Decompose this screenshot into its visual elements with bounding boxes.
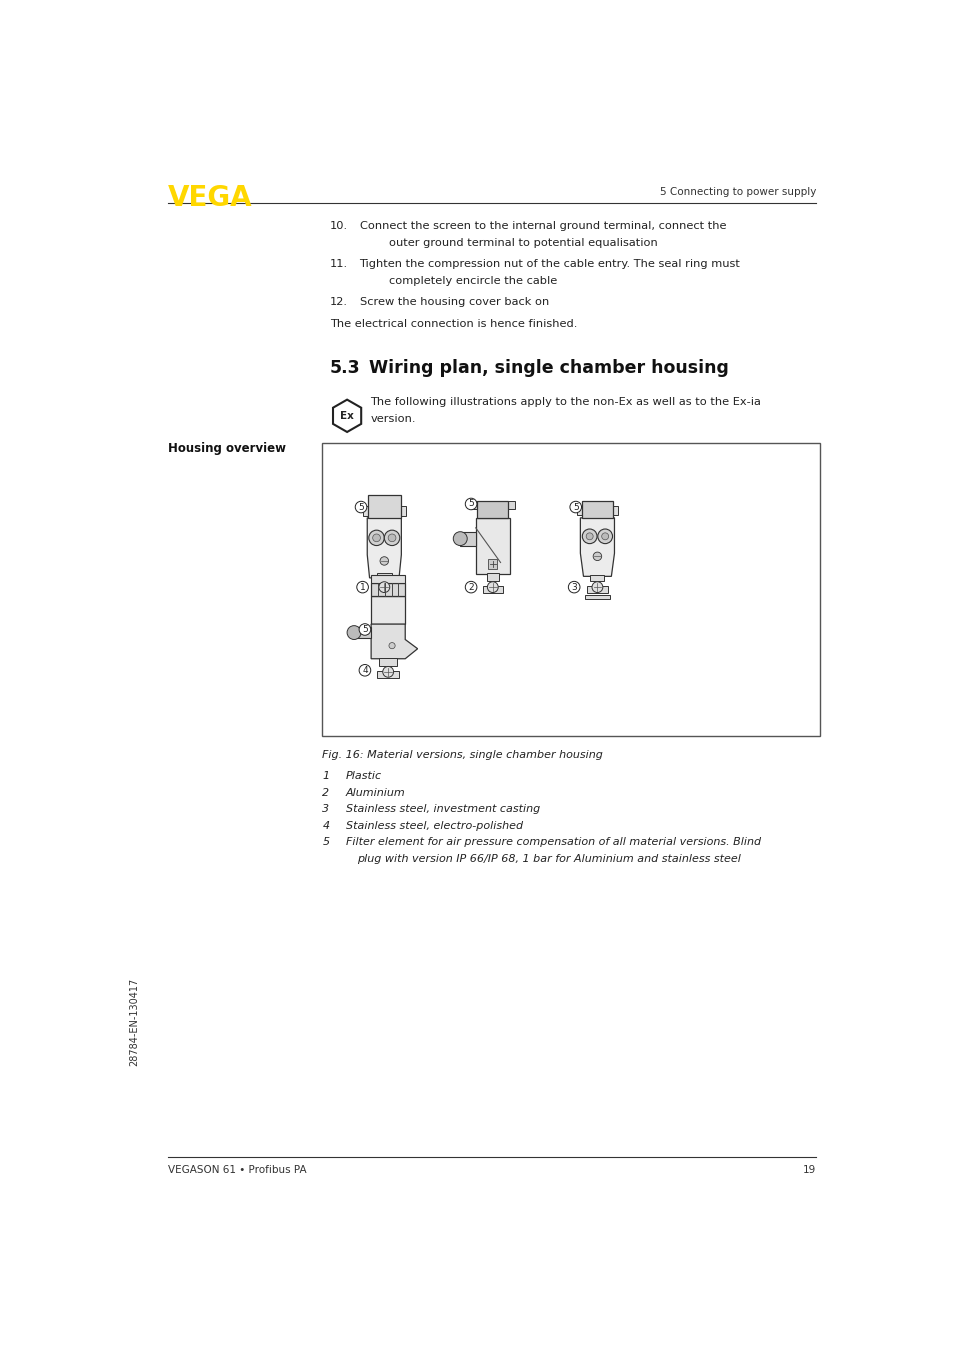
Text: 1: 1 — [359, 582, 365, 592]
Circle shape — [592, 582, 602, 593]
Text: 1: 1 — [322, 772, 329, 781]
Text: Stainless steel, electro-polished: Stainless steel, electro-polished — [345, 821, 522, 831]
Text: Plastic: Plastic — [345, 772, 381, 781]
FancyBboxPatch shape — [590, 575, 604, 581]
Polygon shape — [371, 624, 417, 659]
FancyBboxPatch shape — [400, 505, 406, 516]
Text: The electrical connection is hence finished.: The electrical connection is hence finis… — [330, 318, 577, 329]
FancyBboxPatch shape — [576, 505, 581, 515]
Text: Fig. 16: Material versions, single chamber housing: Fig. 16: Material versions, single chamb… — [322, 750, 602, 760]
FancyBboxPatch shape — [482, 586, 502, 593]
Text: 19: 19 — [801, 1164, 815, 1175]
Text: 5: 5 — [322, 837, 329, 848]
Text: 11.: 11. — [330, 259, 348, 269]
Text: Stainless steel, investment casting: Stainless steel, investment casting — [345, 804, 539, 814]
FancyBboxPatch shape — [486, 573, 498, 581]
Text: version.: version. — [370, 414, 416, 424]
Text: 5: 5 — [468, 500, 474, 509]
Circle shape — [487, 582, 497, 593]
FancyBboxPatch shape — [471, 501, 476, 509]
Text: 5: 5 — [362, 626, 368, 634]
FancyBboxPatch shape — [612, 505, 618, 515]
Circle shape — [347, 626, 360, 639]
Circle shape — [568, 581, 579, 593]
Circle shape — [382, 666, 394, 677]
Circle shape — [378, 582, 390, 593]
Circle shape — [373, 533, 380, 542]
FancyBboxPatch shape — [476, 517, 509, 574]
Text: The following illustrations apply to the non-Ex as well as to the Ex-ia: The following illustrations apply to the… — [370, 397, 760, 408]
Text: 3: 3 — [322, 804, 329, 814]
Text: Wiring plan, single chamber housing: Wiring plan, single chamber housing — [369, 359, 728, 376]
Text: Screw the housing cover back on: Screw the housing cover back on — [359, 298, 548, 307]
Text: 2: 2 — [468, 582, 474, 592]
FancyBboxPatch shape — [581, 501, 612, 517]
Text: plug with version IP 66/IP 68, 1 bar for Aluminium and stainless steel: plug with version IP 66/IP 68, 1 bar for… — [356, 854, 740, 864]
Circle shape — [369, 531, 384, 546]
Text: 5: 5 — [572, 502, 578, 512]
Circle shape — [358, 624, 371, 635]
FancyBboxPatch shape — [371, 582, 405, 596]
Text: 4: 4 — [362, 666, 367, 674]
Circle shape — [388, 533, 395, 542]
FancyBboxPatch shape — [322, 443, 819, 735]
Text: 5.3: 5.3 — [330, 359, 360, 376]
Text: VEGA: VEGA — [168, 184, 253, 213]
FancyBboxPatch shape — [371, 575, 405, 582]
Circle shape — [465, 498, 476, 509]
FancyBboxPatch shape — [374, 586, 394, 593]
Text: 5: 5 — [357, 502, 363, 512]
FancyBboxPatch shape — [508, 501, 514, 509]
Circle shape — [581, 529, 597, 543]
Polygon shape — [579, 517, 614, 577]
Text: VEGASON 61 • Profibus PA: VEGASON 61 • Profibus PA — [168, 1164, 306, 1175]
Text: Connect the screen to the internal ground terminal, connect the: Connect the screen to the internal groun… — [359, 221, 725, 232]
Text: 3: 3 — [571, 582, 577, 592]
Text: 28784-EN-130417: 28784-EN-130417 — [130, 978, 139, 1067]
Circle shape — [465, 581, 476, 593]
FancyBboxPatch shape — [377, 672, 398, 678]
Circle shape — [585, 533, 593, 540]
Circle shape — [358, 665, 371, 676]
FancyBboxPatch shape — [368, 494, 400, 517]
Text: 2: 2 — [322, 788, 329, 798]
Circle shape — [356, 581, 368, 593]
FancyBboxPatch shape — [378, 658, 397, 666]
FancyBboxPatch shape — [476, 501, 508, 517]
Text: 4: 4 — [322, 821, 329, 831]
Text: 5 Connecting to power supply: 5 Connecting to power supply — [659, 187, 815, 198]
FancyBboxPatch shape — [371, 596, 405, 624]
Polygon shape — [333, 399, 361, 432]
Circle shape — [593, 552, 601, 561]
Text: outer ground terminal to potential equalisation: outer ground terminal to potential equal… — [389, 237, 657, 248]
Circle shape — [355, 501, 367, 513]
Text: Aluminium: Aluminium — [345, 788, 405, 798]
Circle shape — [379, 556, 388, 565]
Text: Housing overview: Housing overview — [168, 441, 286, 455]
FancyBboxPatch shape — [362, 505, 368, 516]
FancyBboxPatch shape — [459, 532, 476, 546]
Polygon shape — [367, 517, 401, 578]
Circle shape — [389, 643, 395, 649]
Circle shape — [601, 533, 608, 540]
Circle shape — [453, 532, 467, 546]
Text: 10.: 10. — [330, 221, 348, 232]
Circle shape — [598, 529, 612, 543]
Text: Tighten the compression nut of the cable entry. The seal ring must: Tighten the compression nut of the cable… — [359, 259, 740, 269]
Text: Filter element for air pressure compensation of all material versions. Blind: Filter element for air pressure compensa… — [345, 837, 760, 848]
FancyBboxPatch shape — [376, 573, 392, 581]
Text: completely encircle the cable: completely encircle the cable — [389, 276, 557, 286]
Text: 12.: 12. — [330, 298, 348, 307]
FancyBboxPatch shape — [354, 627, 371, 638]
FancyBboxPatch shape — [584, 594, 609, 600]
FancyBboxPatch shape — [587, 586, 607, 593]
Circle shape — [569, 501, 581, 513]
Circle shape — [384, 531, 399, 546]
FancyBboxPatch shape — [488, 559, 497, 569]
Text: Ex: Ex — [340, 410, 354, 421]
